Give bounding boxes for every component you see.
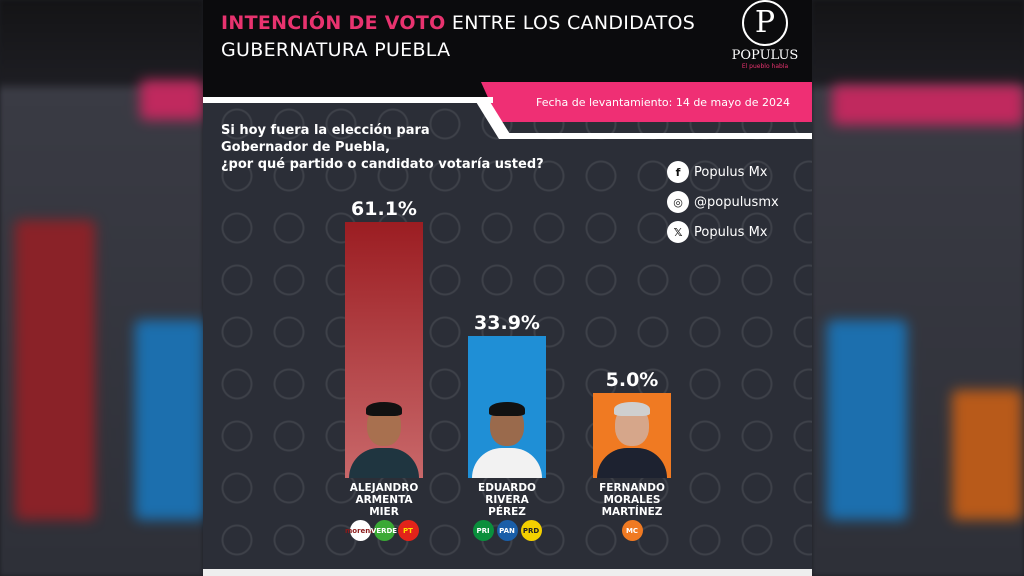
party-logo-icon: PT — [397, 520, 419, 541]
social-label: @populusmx — [694, 194, 779, 210]
bar — [468, 335, 546, 478]
survey-date: Fecha de levantamiento: 14 de mayo de 20… — [535, 96, 790, 109]
bar — [345, 222, 423, 478]
party-logos: PRI PAN PRD — [452, 520, 562, 541]
candidate-photo — [593, 400, 671, 478]
bar — [593, 393, 671, 478]
populus-logo: P POPULUS El pueblo habla — [730, 0, 800, 70]
divider — [203, 97, 493, 103]
data-label: 33.9% — [474, 311, 540, 334]
bottom-strip — [203, 569, 812, 576]
instagram-icon: ◎ — [667, 191, 689, 213]
party-logos: MC — [577, 520, 687, 541]
data-label: 5.0% — [605, 369, 659, 391]
title: INTENCIÓN DE VOTO ENTRE LOS CANDIDATOS G… — [221, 12, 696, 61]
divider — [503, 133, 812, 139]
blurred-background-left — [0, 0, 205, 576]
infographic: INTENCIÓN DE VOTO ENTRE LOS CANDIDATOS G… — [203, 0, 812, 576]
name-line: FERNANDO — [599, 482, 665, 494]
candidate-name: FERNANDO MORALES MARTÍNEZ — [577, 482, 687, 518]
name-line: PÉREZ — [488, 506, 526, 518]
social-label: Populus Mx — [694, 164, 768, 180]
date-band — [481, 82, 812, 122]
candidate-name: EDUARDO RIVERA PÉREZ — [452, 482, 562, 518]
name-line: MARTÍNEZ — [601, 506, 663, 518]
name-line: MIER — [369, 506, 399, 518]
party-logo-icon: PAN — [496, 520, 518, 541]
party-logos: morena VERDE PT — [329, 520, 439, 541]
candidate-photo — [468, 400, 546, 478]
social-x[interactable]: 𝕏 Populus Mx — [667, 221, 768, 243]
name-line: ALEJANDRO — [349, 482, 419, 494]
name-line: ARMENTA — [355, 494, 413, 506]
social-instagram[interactable]: ◎ @populusmx — [667, 191, 779, 213]
blurred-background-right — [812, 0, 1024, 576]
candidate-name: ALEJANDRO ARMENTA MIER — [329, 482, 439, 518]
name-line: RIVERA — [485, 494, 529, 506]
party-logo-icon: morena — [345, 520, 375, 541]
social-label: Populus Mx — [694, 224, 768, 240]
name-line: EDUARDO — [478, 482, 536, 494]
party-logo-icon: MC — [621, 520, 643, 541]
question: Si hoy fuera la elección para Gobernador… — [221, 123, 544, 172]
candidate-photo — [345, 400, 423, 478]
x-icon: 𝕏 — [667, 221, 689, 243]
party-logo-icon: PRD — [520, 520, 542, 541]
facebook-icon: f — [667, 161, 689, 183]
social-facebook[interactable]: f Populus Mx — [667, 161, 768, 183]
data-label: 61.1% — [351, 198, 417, 220]
name-line: MORALES — [603, 494, 661, 506]
party-logo-icon: VERDE — [371, 520, 397, 541]
party-logo-icon: PRI — [472, 520, 494, 541]
